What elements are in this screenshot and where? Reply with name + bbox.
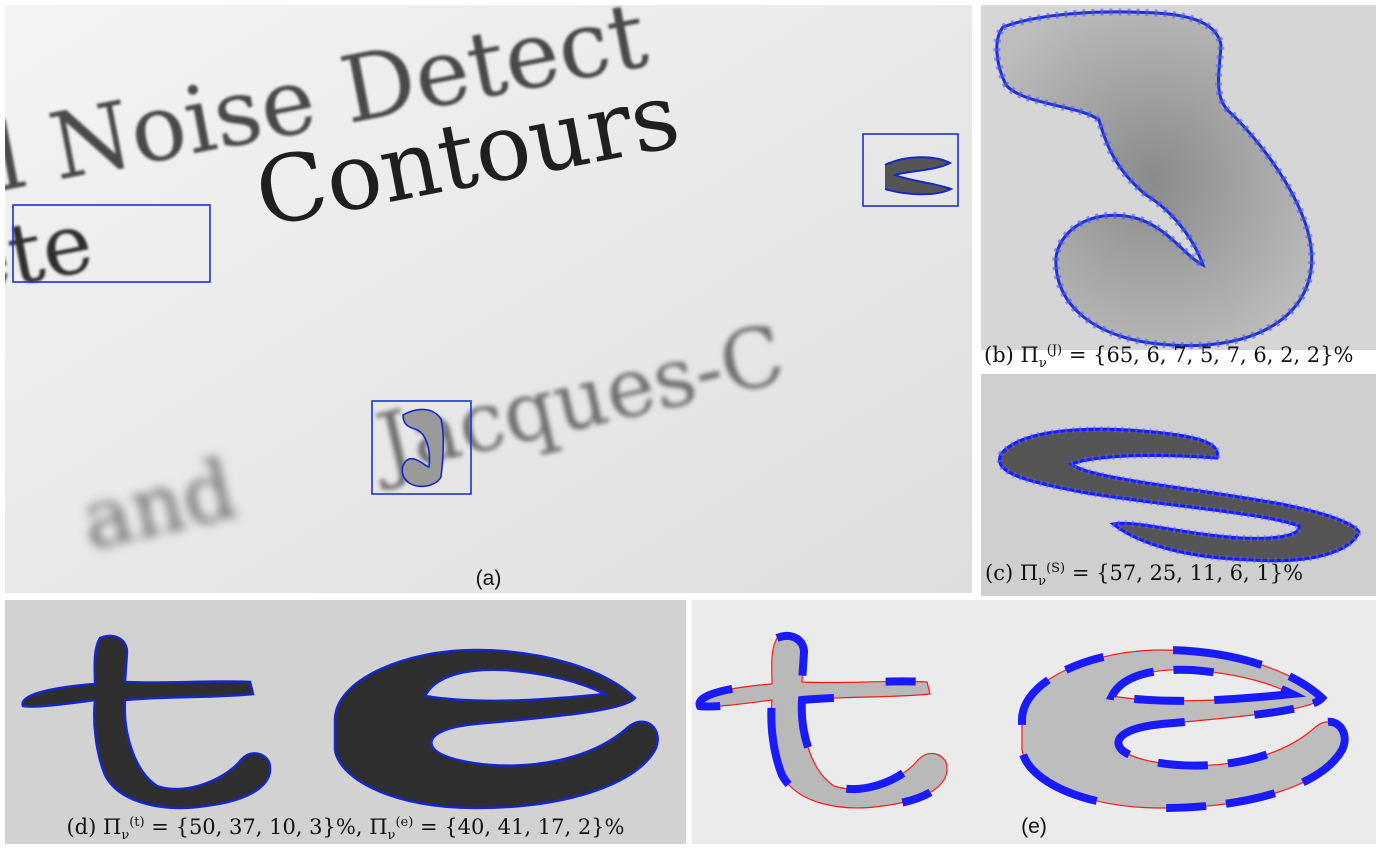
panel-b-image <box>981 5 1376 350</box>
caption-c-pi: Π <box>1019 561 1039 585</box>
paper-background <box>5 5 972 593</box>
caption-d-sub-e: ν <box>387 828 396 844</box>
caption-d-pi-e: Π <box>369 815 388 839</box>
caption-d-pi-t: Π <box>103 815 122 839</box>
caption-d: (d) Πν(t) = {50, 37, 10, 3}%, Πν(e) = {4… <box>66 815 625 844</box>
panel-e: (e) <box>692 600 1376 844</box>
caption-d-sub-t: ν <box>121 828 130 844</box>
panel-c: (c) Πν(S) = {57, 25, 11, 6, 1}% <box>981 374 1376 596</box>
caption-b-values: {65, 6, 7, 5, 7, 6, 2, 2}% <box>1093 343 1354 367</box>
caption-d-sup-t: (t) <box>129 815 145 830</box>
caption-d-values-e: {40, 41, 17, 2}% <box>444 815 625 839</box>
caption-b-label: (b) <box>984 343 1014 367</box>
e-thick-segments <box>1018 645 1349 813</box>
panel-d-image <box>5 600 686 844</box>
panel-b <box>981 5 1376 350</box>
caption-c-label: (c) <box>985 561 1014 585</box>
caption-e: (e) <box>1021 815 1047 838</box>
caption-b-sup: (J) <box>1046 343 1063 358</box>
box-j <box>371 400 472 495</box>
panel-a-image: l Noise Detect ete Contours and Jacques-… <box>5 5 972 593</box>
caption-b-pi: Π <box>1020 343 1039 367</box>
caption-d-sup-e: (e) <box>395 815 414 830</box>
caption-d-values-t: {50, 37, 10, 3}%, <box>175 815 363 839</box>
j-contour-mini <box>401 408 445 488</box>
caption-b-sub: ν <box>1038 356 1047 372</box>
caption-c-sub: ν <box>1038 574 1047 590</box>
box-te <box>12 204 211 283</box>
caption-c-values: {57, 25, 11, 6, 1}% <box>1096 561 1304 585</box>
j-letter <box>995 10 1314 348</box>
e-letter <box>333 648 659 810</box>
panel-e-image <box>692 600 1376 844</box>
panel-a: l Noise Detect ete Contours and Jacques-… <box>5 5 972 593</box>
s-contour-mini <box>884 156 954 196</box>
t-letter <box>21 634 272 810</box>
box-s <box>862 133 959 207</box>
caption-c: (c) Πν(S) = {57, 25, 11, 6, 1}% <box>985 561 1304 590</box>
panel-c-image <box>981 374 1376 596</box>
t-thick-segments <box>695 631 951 812</box>
caption-b: (b) Πν(J) = {65, 6, 7, 5, 7, 6, 2, 2}% <box>984 343 1354 372</box>
panel-d: (d) Πν(t) = {50, 37, 10, 3}%, Πν(e) = {4… <box>5 600 686 844</box>
caption-a: (a) <box>475 567 502 590</box>
s-multiscale-boxes <box>996 426 1363 564</box>
caption-c-sup: (S) <box>1046 561 1066 576</box>
caption-d-label: (d) <box>66 815 97 839</box>
